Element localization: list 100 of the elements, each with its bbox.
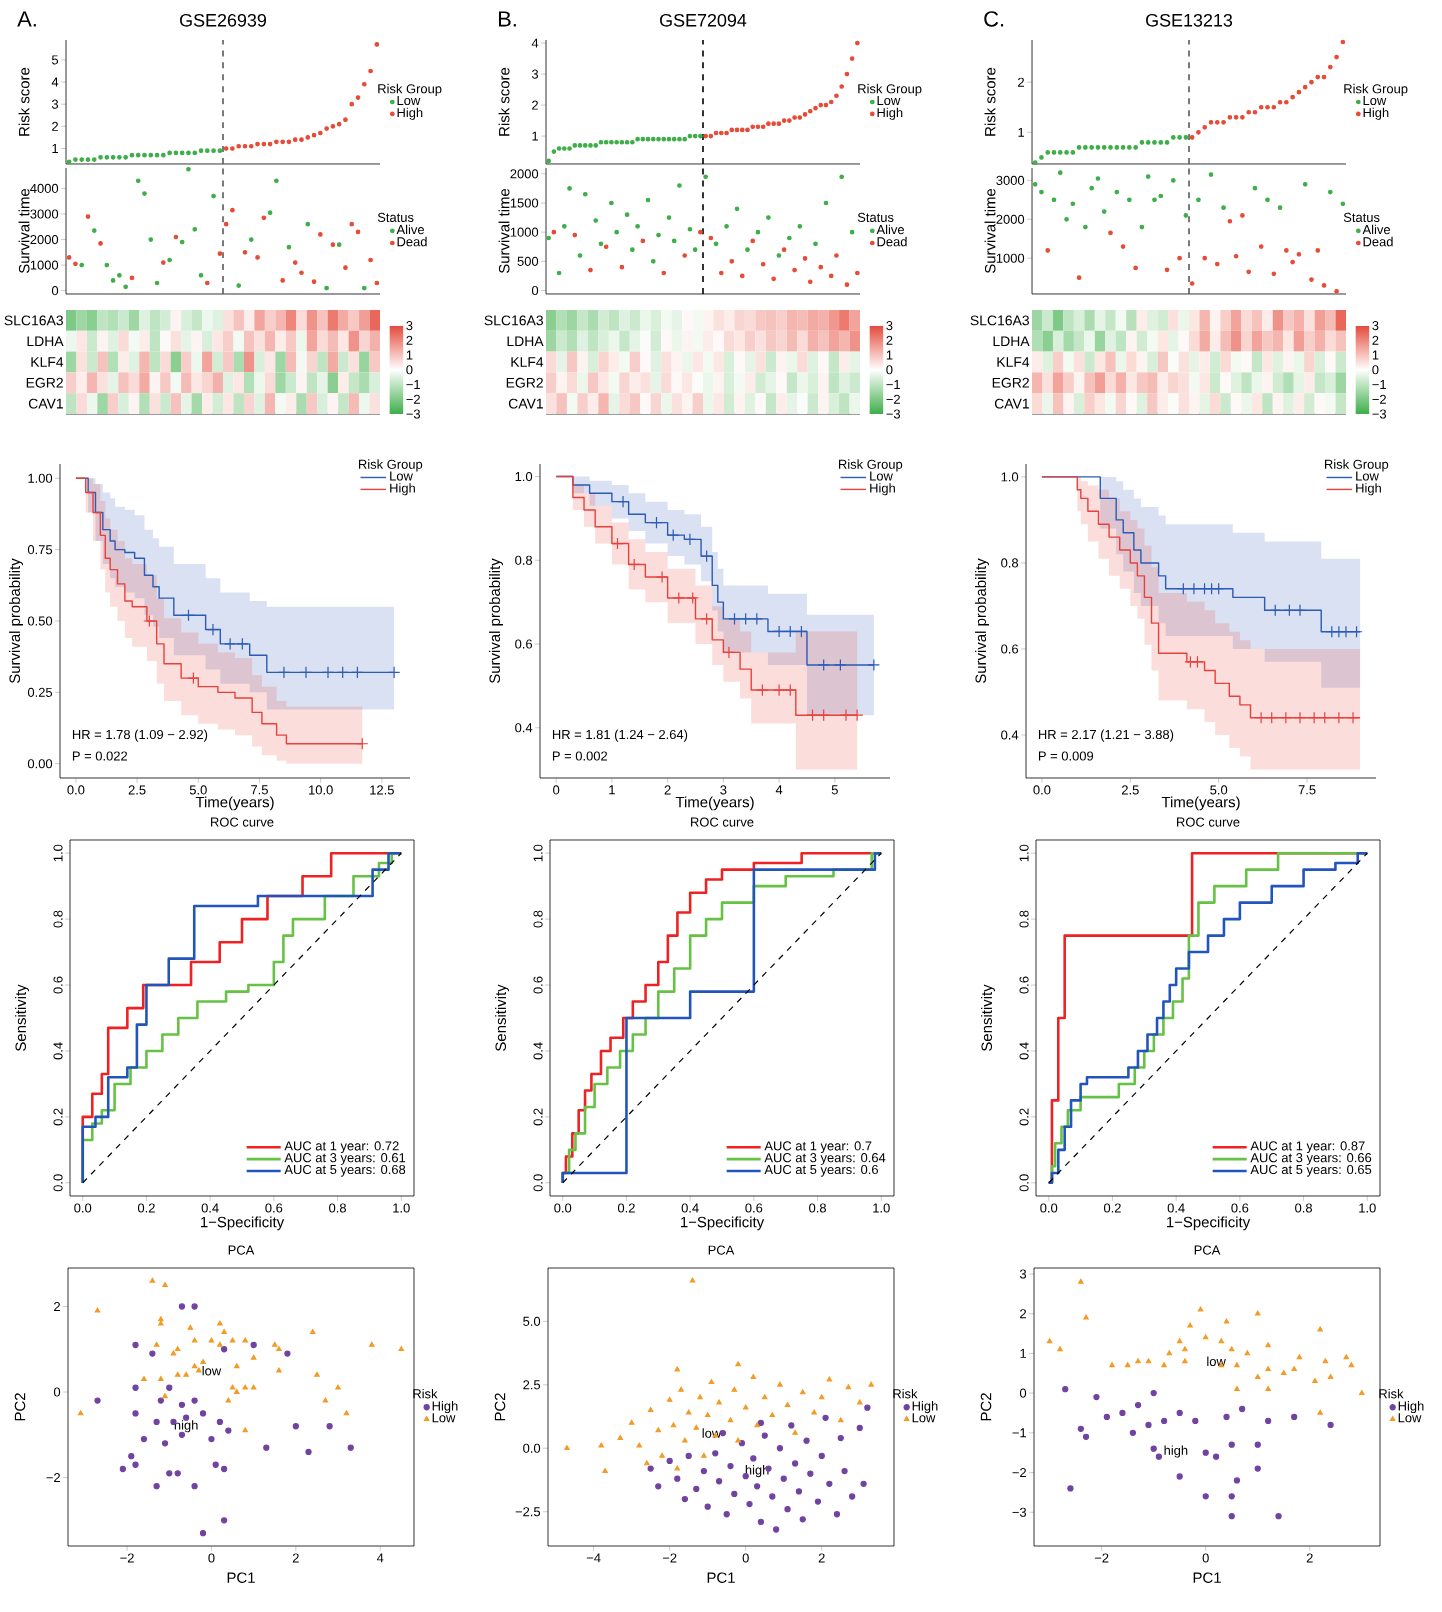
point xyxy=(132,1384,139,1391)
point xyxy=(1265,711,1278,724)
point xyxy=(1177,582,1190,595)
point xyxy=(132,1461,139,1468)
point xyxy=(806,709,819,722)
point xyxy=(788,1422,795,1429)
point xyxy=(220,1517,228,1524)
point xyxy=(849,1493,856,1500)
point xyxy=(833,1511,841,1518)
point xyxy=(756,683,769,697)
point xyxy=(157,1397,164,1404)
point xyxy=(225,1427,232,1434)
point xyxy=(1233,1477,1241,1484)
point xyxy=(723,1511,730,1518)
point xyxy=(784,625,797,638)
point xyxy=(1332,625,1346,638)
point xyxy=(212,1461,219,1468)
point xyxy=(1346,711,1360,724)
point xyxy=(655,1483,662,1490)
point xyxy=(1145,1421,1152,1429)
point xyxy=(700,549,713,563)
point xyxy=(132,1341,139,1349)
point xyxy=(284,1350,291,1357)
point xyxy=(191,1482,198,1490)
point xyxy=(1283,604,1296,617)
point xyxy=(826,1480,833,1487)
point xyxy=(685,1452,692,1460)
point xyxy=(686,591,699,605)
point xyxy=(1291,1413,1298,1421)
point xyxy=(841,1467,848,1475)
point xyxy=(187,671,200,685)
point xyxy=(727,1462,734,1470)
point xyxy=(655,570,669,584)
point xyxy=(263,1444,270,1451)
point xyxy=(822,1414,829,1421)
point xyxy=(757,1518,765,1526)
point xyxy=(299,666,313,679)
point xyxy=(722,646,736,659)
point xyxy=(356,737,369,750)
point xyxy=(216,1418,224,1426)
point xyxy=(1325,625,1338,638)
point xyxy=(867,658,881,672)
chart-title: GSE26939 xyxy=(180,13,267,27)
point xyxy=(153,1482,160,1490)
point xyxy=(780,1475,787,1482)
point xyxy=(611,537,624,550)
point xyxy=(182,609,195,622)
point xyxy=(94,1397,101,1404)
point xyxy=(674,1475,681,1482)
point xyxy=(647,1465,654,1472)
point xyxy=(667,528,680,542)
point xyxy=(807,1470,814,1477)
point xyxy=(761,1432,768,1439)
chart-title: GSE13213 xyxy=(1146,13,1233,27)
point xyxy=(178,1303,186,1310)
point xyxy=(174,1470,181,1477)
point xyxy=(1062,1385,1069,1393)
point xyxy=(223,637,237,651)
point xyxy=(799,1516,806,1523)
point xyxy=(772,625,786,638)
point xyxy=(1129,1429,1137,1436)
point xyxy=(839,709,853,722)
point xyxy=(1082,1433,1090,1440)
point xyxy=(803,1437,810,1444)
point xyxy=(191,1303,198,1310)
point xyxy=(715,1478,723,1485)
point xyxy=(199,1530,207,1537)
point xyxy=(1205,582,1218,595)
point xyxy=(140,1435,148,1443)
point xyxy=(206,623,220,636)
point xyxy=(769,1493,776,1500)
point xyxy=(119,1465,126,1473)
point xyxy=(1228,1513,1235,1520)
point xyxy=(700,1467,708,1475)
text: A. xyxy=(17,11,36,27)
point xyxy=(351,666,364,679)
point xyxy=(1191,655,1204,669)
point xyxy=(220,1465,228,1473)
point xyxy=(1155,1453,1163,1460)
point xyxy=(693,1485,700,1493)
point xyxy=(776,1445,784,1452)
point xyxy=(326,1423,333,1430)
point xyxy=(250,1341,257,1349)
point xyxy=(1332,711,1346,724)
point xyxy=(1350,625,1363,638)
point xyxy=(1228,1493,1235,1500)
point xyxy=(178,1401,186,1408)
point xyxy=(1318,711,1331,724)
point xyxy=(704,1503,711,1510)
point xyxy=(746,1500,753,1508)
point xyxy=(1265,1417,1272,1425)
point xyxy=(1307,711,1321,724)
point xyxy=(1293,604,1307,617)
point xyxy=(750,612,763,626)
point xyxy=(650,516,663,529)
point xyxy=(753,1483,761,1490)
point xyxy=(1150,1389,1157,1397)
point xyxy=(860,1480,867,1487)
point xyxy=(128,1453,135,1460)
point xyxy=(672,591,685,605)
